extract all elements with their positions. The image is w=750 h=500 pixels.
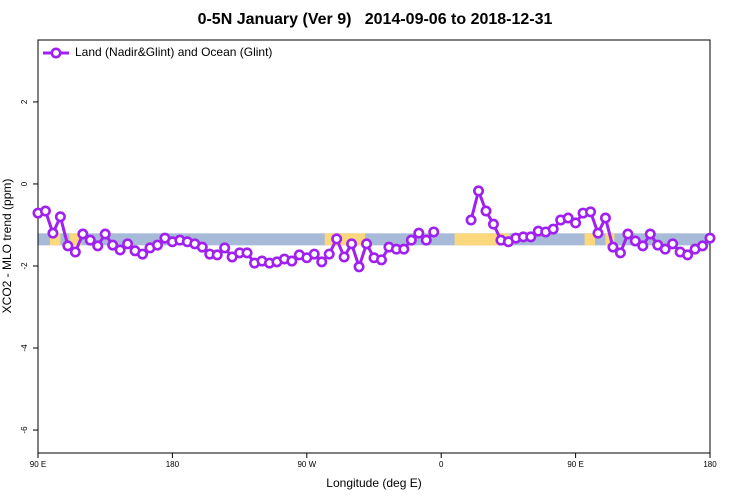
data-point [704, 232, 716, 244]
data-point [405, 234, 417, 246]
data-point [84, 234, 96, 246]
data-point [39, 205, 51, 217]
data-point [308, 248, 320, 260]
data-point [667, 238, 679, 250]
land-band [69, 233, 82, 246]
data-point [607, 241, 619, 253]
data-point [480, 205, 492, 217]
data-point [62, 240, 74, 252]
land-band [324, 233, 366, 246]
data-point [196, 241, 208, 253]
x-tick-label: 0 [439, 460, 444, 469]
data-point [614, 247, 626, 259]
data-point [562, 212, 574, 224]
data-point [398, 243, 410, 255]
legend-marker [50, 47, 62, 59]
legend-text: Land (Nadir&Glint) and Ocean (Glint) [75, 45, 272, 59]
data-point [420, 234, 432, 246]
data-point [375, 254, 387, 266]
data-point [585, 206, 597, 218]
data-point [637, 240, 649, 252]
data-point [346, 238, 358, 250]
data-point [592, 227, 604, 239]
x-tick-label: 90 E [30, 460, 46, 469]
data-point [122, 238, 134, 250]
data-point [69, 246, 81, 258]
data-point [570, 217, 582, 229]
data-point [487, 218, 499, 230]
data-point [92, 240, 104, 252]
data-point [47, 227, 59, 239]
data-point [622, 228, 634, 240]
data-point [413, 227, 425, 239]
y-axis-label: XCO2 - MLO trend (ppm) [0, 179, 14, 314]
y-tick-label: 0 [20, 181, 29, 186]
land-band [49, 233, 61, 246]
x-axis-label: Longitude (deg E) [326, 476, 421, 490]
data-point [323, 248, 335, 260]
data-point [219, 242, 231, 254]
data-point [54, 211, 66, 223]
data-point [353, 261, 365, 273]
y-tick-label: -4 [20, 344, 29, 352]
data-point [659, 243, 671, 255]
plot-frame [37, 39, 711, 454]
data-point [644, 228, 656, 240]
y-tick-label: -2 [20, 262, 29, 270]
data-point [286, 255, 298, 267]
data-point [107, 239, 119, 251]
data-point [114, 244, 126, 256]
data-point [331, 233, 343, 245]
data-point [338, 251, 350, 263]
x-tick-label: 90 E [567, 460, 583, 469]
land-band [584, 233, 596, 246]
data-point [525, 231, 537, 243]
data-point [697, 240, 709, 252]
data-point [682, 249, 694, 261]
data-point [316, 256, 328, 268]
data-point [547, 223, 559, 235]
data-point [99, 228, 111, 240]
data-point [211, 249, 223, 261]
data-point [151, 239, 163, 251]
ocean-band [38, 233, 710, 246]
y-tick-label: -6 [20, 426, 29, 434]
data-point [599, 212, 611, 224]
data-point [473, 185, 485, 197]
data-point [77, 228, 89, 240]
data-point [361, 238, 373, 250]
data-point [428, 226, 440, 238]
data-point [241, 247, 253, 259]
data-point [137, 248, 149, 260]
chart-title: 0-5N January (Ver 9) 2014-09-06 to 2018-… [198, 11, 553, 28]
data-point [629, 235, 641, 247]
data-point [465, 214, 477, 226]
x-tick-label: 90 W [297, 460, 316, 469]
x-tick-label: 180 [703, 460, 717, 469]
y-tick-label: 2 [20, 99, 29, 104]
x-tick-label: 180 [166, 460, 180, 469]
